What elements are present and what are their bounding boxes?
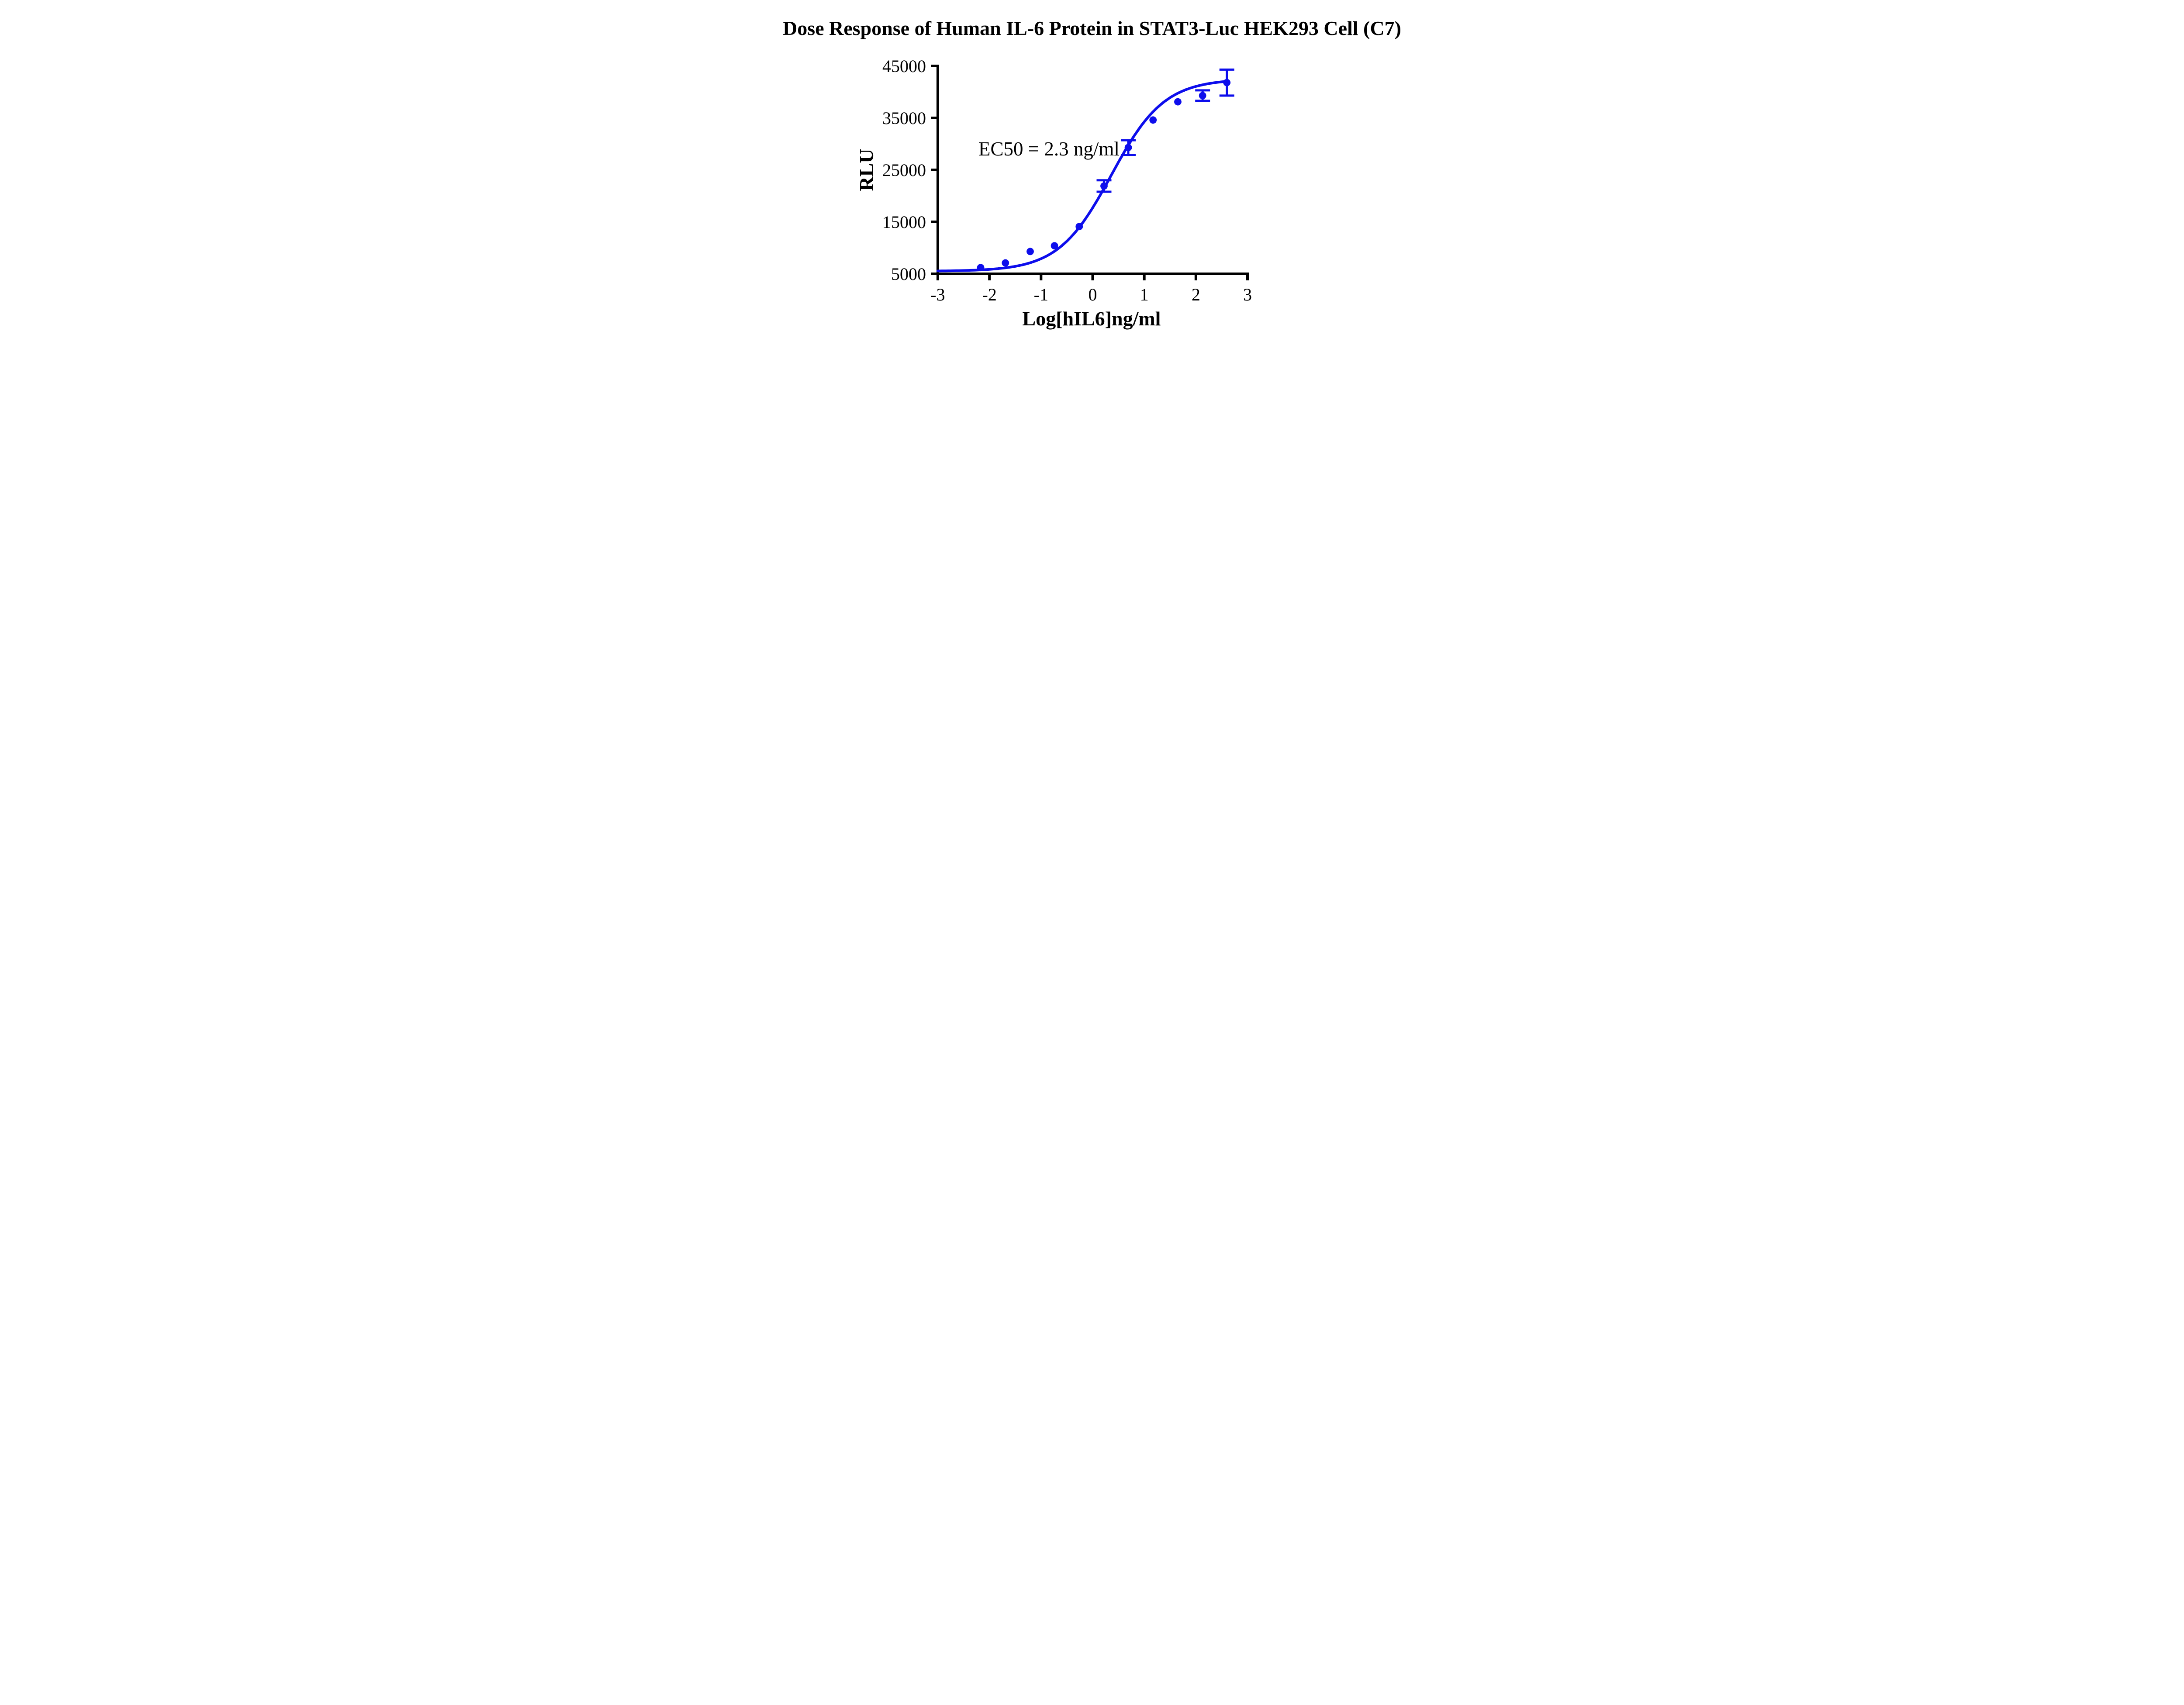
- x-axis-title: Log[hIL6]ng/ml: [1022, 307, 1161, 330]
- data-point: [1100, 182, 1108, 190]
- axis-ticks: [931, 65, 1249, 280]
- x-tick-label: 0: [1088, 285, 1097, 304]
- x-tick-label: -3: [930, 285, 945, 304]
- data-point: [1174, 98, 1182, 106]
- data-point: [1149, 116, 1157, 124]
- x-tick-label: 1: [1140, 285, 1148, 304]
- dose-response-chart: Dose Response of Human IL-6 Protein in S…: [766, 0, 1419, 341]
- data-point: [1051, 242, 1058, 250]
- data-point: [977, 264, 984, 272]
- ec50-annotation: EC50 = 2.3 ng/ml: [978, 138, 1120, 160]
- chart-canvas: Dose Response of Human IL-6 Protein in S…: [783, 17, 1401, 330]
- data-point: [1124, 144, 1132, 152]
- axis-tick-labels: 5000 15000 25000 35000 45000 -3 -2 -1 0 1 2 3: [882, 56, 1252, 304]
- figure-wrapper: Dose Response of Human IL-6 Protein in S…: [766, 0, 1419, 341]
- x-tick-label: 3: [1243, 285, 1252, 304]
- y-tick-label: 25000: [882, 160, 926, 180]
- data-series: [936, 68, 1234, 273]
- y-tick-label: 5000: [891, 264, 926, 284]
- y-tick-label: 35000: [882, 108, 926, 128]
- x-tick-label: 2: [1191, 285, 1200, 304]
- y-axis-title: RLU: [855, 148, 878, 191]
- data-point: [1199, 92, 1206, 100]
- data-point: [1075, 223, 1083, 231]
- data-point: [1001, 259, 1009, 267]
- y-tick-label: 45000: [882, 56, 926, 76]
- chart-title: Dose Response of Human IL-6 Protein in S…: [783, 17, 1401, 39]
- axes: [936, 65, 1249, 275]
- data-point: [1223, 79, 1230, 86]
- x-tick-label: -1: [1033, 285, 1048, 304]
- y-tick-label: 15000: [882, 212, 926, 232]
- x-tick-label: -2: [982, 285, 996, 304]
- data-point: [1026, 248, 1034, 255]
- fit-curve: [936, 80, 1228, 273]
